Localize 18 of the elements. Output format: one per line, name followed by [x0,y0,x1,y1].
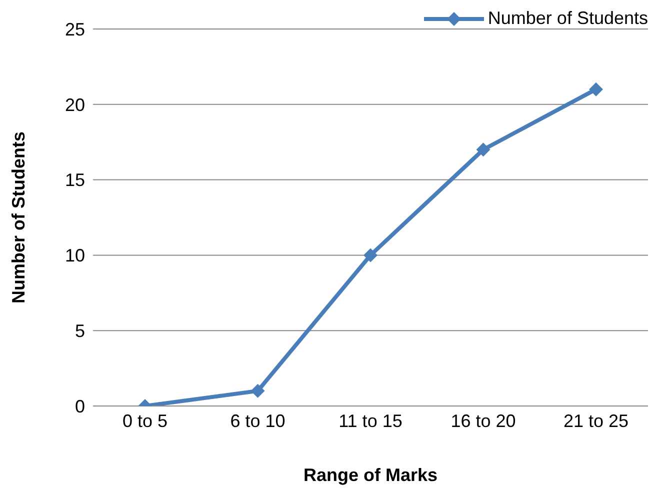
point [250,384,265,398]
x-axis-title: Range of Marks [303,465,438,485]
point [589,82,603,96]
y-axis-title: Number of Students [8,131,28,304]
x-tick-label: 16 to 20 [450,410,516,431]
y-tick-label: 20 [64,94,85,115]
point [364,248,378,262]
x-tick-label: 21 to 25 [563,410,629,431]
point [476,142,490,157]
y-tick-label: 5 [74,320,85,341]
y-tick-label: 10 [64,246,85,266]
x-tick-label: 6 to 10 [230,410,286,431]
x-tick-label: 0 to 5 [122,410,168,431]
x-tick-label: 11 to 15 [338,410,402,431]
y-tick-label: 0 [74,396,85,416]
y-tick-label: 15 [64,170,85,190]
legend-label: Number of Students [488,8,648,29]
y-tick-label: 25 [64,19,85,40]
